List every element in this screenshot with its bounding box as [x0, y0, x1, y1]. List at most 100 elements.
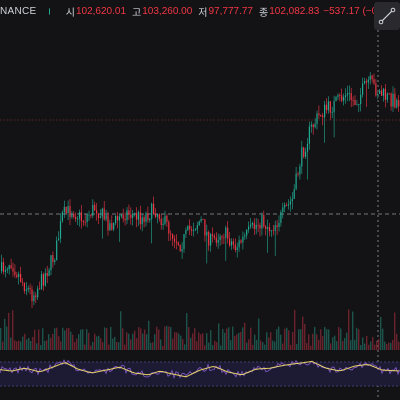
candle	[382, 87, 385, 102]
candle-body	[382, 88, 385, 96]
volume-bar	[106, 328, 108, 350]
volume-bar	[368, 344, 370, 350]
candle-body	[2, 262, 5, 272]
volume-bar	[4, 318, 6, 350]
candle	[310, 121, 312, 133]
candle	[367, 76, 369, 89]
candle	[8, 264, 10, 275]
volume-bar	[58, 336, 60, 350]
candle	[287, 199, 290, 210]
volume-bar	[164, 326, 166, 350]
volume-bar	[378, 338, 380, 350]
volume-bar	[118, 342, 120, 350]
candle-body	[151, 203, 153, 219]
volume-bar	[82, 329, 84, 350]
candle	[185, 227, 187, 238]
volume-bar	[76, 338, 78, 350]
candle-body	[59, 221, 62, 239]
volume-bar	[326, 329, 328, 350]
volume-bar	[390, 342, 392, 350]
volume-bar	[386, 343, 388, 350]
candle-body	[343, 96, 345, 101]
candle-body	[97, 213, 100, 218]
candle	[284, 202, 286, 213]
volume-bar	[320, 329, 322, 350]
volume-bar	[282, 343, 284, 350]
candle	[263, 210, 265, 229]
candle	[325, 98, 328, 114]
candle-body	[194, 229, 196, 231]
volume-bar	[362, 337, 364, 350]
candle-body	[259, 224, 261, 229]
candle-body	[145, 213, 147, 222]
volume-bar	[344, 338, 346, 350]
symbol-label[interactable]: NANCE	[0, 5, 37, 17]
candle	[293, 184, 295, 200]
candle	[116, 212, 119, 229]
candle	[211, 227, 214, 243]
candle	[354, 95, 356, 106]
candle	[35, 292, 37, 303]
volume-bar	[48, 334, 50, 350]
candle-body	[350, 93, 352, 100]
volume-bar	[126, 332, 128, 350]
candle-body	[341, 95, 343, 101]
volume-bar	[214, 340, 216, 350]
volume-bar	[388, 342, 390, 350]
volume-bar	[230, 340, 232, 350]
candle	[92, 199, 94, 219]
volume-bar	[332, 337, 334, 350]
volume-bar	[168, 326, 170, 350]
drawing-tool-button[interactable]	[374, 2, 400, 30]
volume-bar	[88, 332, 90, 350]
candle-body	[369, 75, 371, 80]
candle	[18, 271, 20, 285]
volume-bar	[280, 334, 282, 350]
volume-bar	[36, 343, 38, 350]
candle	[398, 95, 400, 112]
candle	[386, 92, 388, 103]
candle	[337, 93, 339, 100]
candle	[158, 213, 160, 222]
candle	[94, 201, 96, 212]
volume-bar	[74, 342, 76, 350]
candle	[350, 87, 352, 108]
volume-bar	[132, 333, 134, 350]
candle-body	[392, 93, 394, 107]
candle	[206, 224, 208, 264]
candle-body	[75, 217, 77, 220]
volume-bar	[152, 342, 154, 350]
candle-body	[337, 95, 339, 97]
volume-bar	[240, 331, 242, 350]
candle-body	[373, 79, 375, 84]
candle	[90, 214, 92, 219]
candle	[179, 244, 181, 252]
candle	[172, 233, 174, 247]
candle	[198, 220, 200, 226]
candle-body	[153, 203, 155, 214]
volume-bar	[256, 339, 258, 350]
volume-bar	[322, 336, 324, 350]
rsi-band	[0, 362, 400, 386]
candle-body	[8, 265, 10, 270]
candle-body	[128, 210, 130, 215]
volume-bar	[184, 344, 186, 350]
volume-bar	[300, 329, 302, 350]
candle-body	[208, 232, 210, 246]
candle-body	[331, 112, 333, 114]
volume-bar	[302, 316, 304, 350]
candle	[126, 207, 128, 225]
candle-body	[230, 241, 233, 246]
candle-body	[191, 229, 193, 231]
candle	[396, 97, 398, 109]
candle	[219, 234, 221, 246]
candle	[295, 166, 297, 191]
volume-bar	[382, 328, 384, 350]
volume-bar	[96, 336, 98, 350]
candle	[153, 196, 155, 216]
volume-bar	[122, 328, 124, 350]
candle-body	[322, 115, 324, 118]
candle-body	[320, 115, 322, 117]
